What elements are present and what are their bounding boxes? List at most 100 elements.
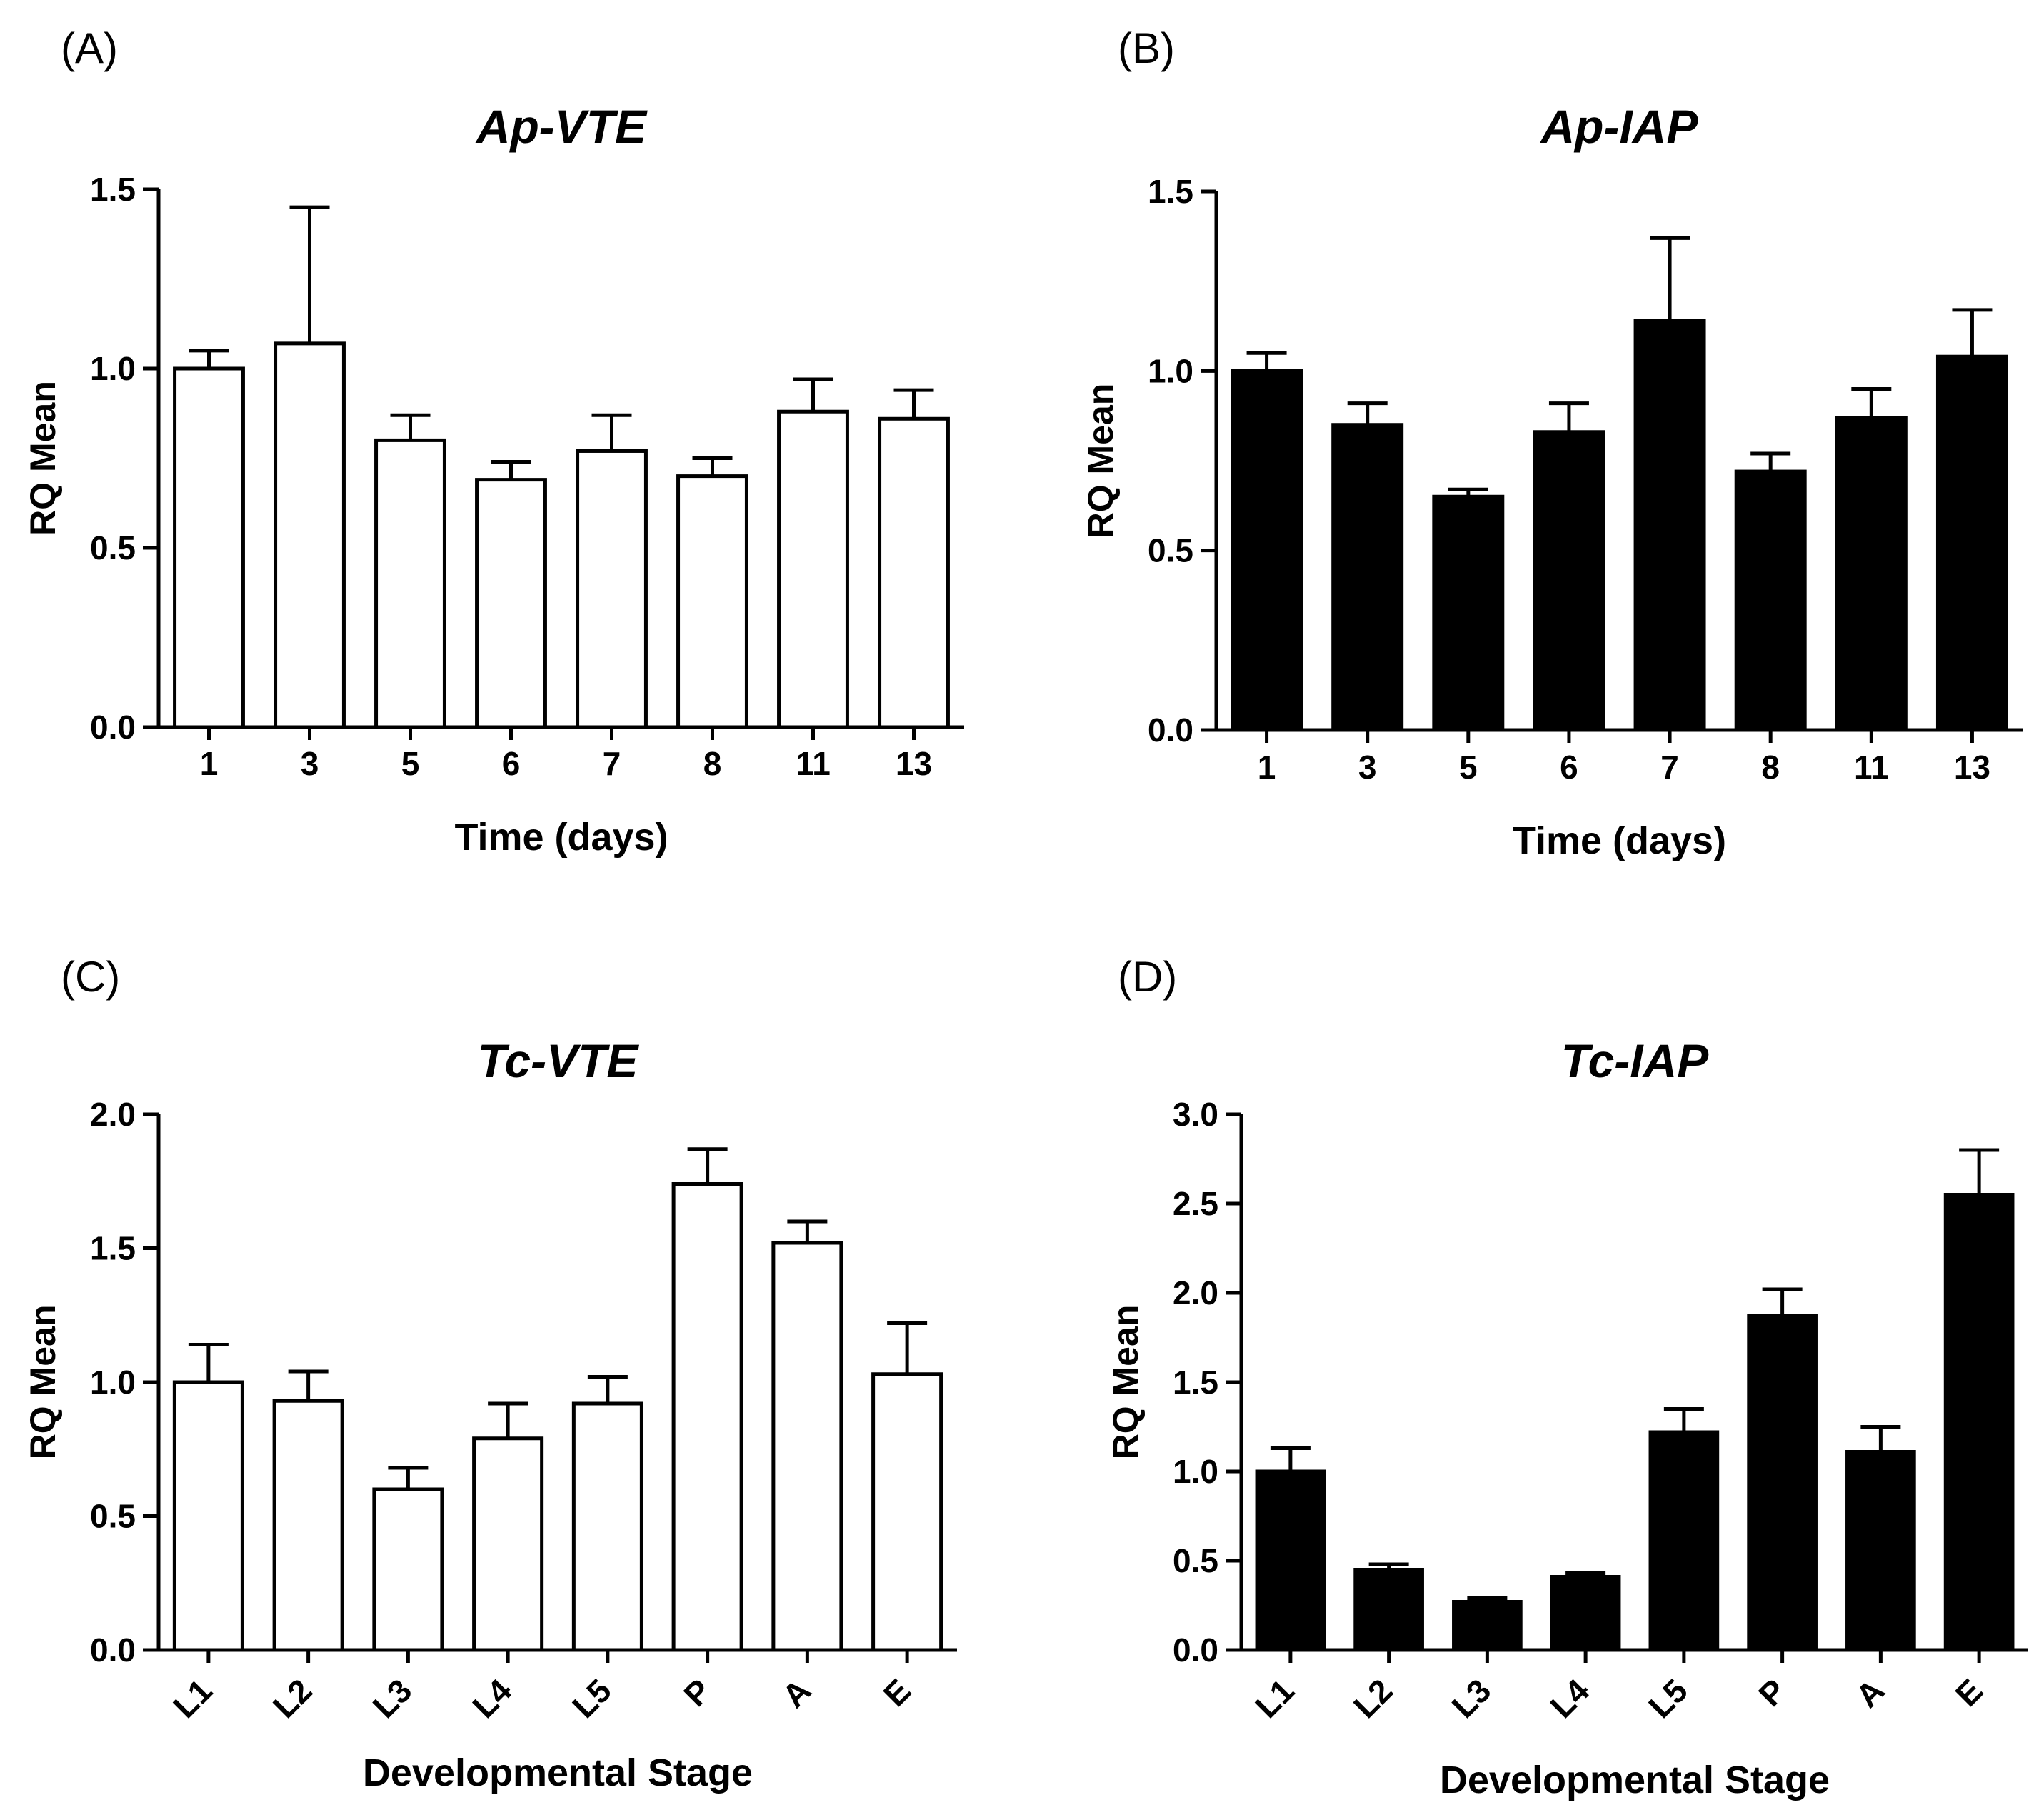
panel-label: (B) bbox=[1118, 24, 1175, 72]
y-axis-label: RQ Mean bbox=[23, 381, 63, 536]
bar bbox=[274, 341, 346, 729]
bar bbox=[172, 1380, 244, 1652]
x-tick-label: L1 bbox=[1248, 1671, 1301, 1725]
bar bbox=[871, 1372, 943, 1652]
y-tick-label: 2.5 bbox=[1173, 1185, 1218, 1222]
panel-label: (C) bbox=[61, 953, 120, 1001]
bar bbox=[1231, 369, 1303, 732]
bar bbox=[173, 366, 245, 729]
y-tick-label: 1.0 bbox=[90, 1364, 136, 1401]
x-tick-label: L5 bbox=[1641, 1671, 1695, 1725]
x-tick-label: 1 bbox=[1258, 749, 1276, 786]
chart-title: Tc-IAP bbox=[1561, 1034, 1710, 1087]
y-tick-label: 1.5 bbox=[90, 1230, 136, 1267]
bar bbox=[1935, 354, 2008, 732]
x-tick-label: 8 bbox=[1761, 749, 1780, 786]
x-tick-label: 7 bbox=[1660, 749, 1679, 786]
chart-title: Ap-IAP bbox=[1540, 100, 1699, 153]
y-tick-label: 1.0 bbox=[1173, 1453, 1218, 1490]
bar bbox=[272, 1399, 344, 1652]
x-tick-label: L2 bbox=[266, 1671, 319, 1725]
x-tick-label: 5 bbox=[401, 745, 420, 782]
y-tick-label: 1.5 bbox=[1173, 1364, 1218, 1401]
panel-d: (D) Tc-IAP 0.0 0.5 1.0 1.5 2.0 2.5 3.0 L1 L2 L3 L4 L5… bbox=[1106, 953, 2028, 1801]
bar bbox=[1747, 1314, 1818, 1652]
y-tick-label: 2.0 bbox=[90, 1096, 136, 1133]
x-tick-label: 13 bbox=[896, 745, 932, 782]
bar bbox=[1432, 494, 1505, 732]
bar bbox=[472, 1436, 544, 1652]
bar bbox=[372, 1487, 444, 1652]
x-tick-label: A bbox=[1848, 1671, 1891, 1714]
x-tick-label: L3 bbox=[1445, 1671, 1498, 1725]
bar bbox=[1845, 1450, 1916, 1652]
bar bbox=[878, 416, 950, 729]
bar bbox=[1734, 469, 1807, 732]
x-tick-label: L5 bbox=[565, 1671, 618, 1725]
bar bbox=[1353, 1568, 1424, 1652]
x-tick-label: L3 bbox=[366, 1671, 419, 1725]
bar bbox=[475, 478, 547, 729]
y-axis-label: RQ Mean bbox=[1106, 1305, 1146, 1460]
chart-title: Ap-VTE bbox=[475, 100, 648, 153]
bar bbox=[1533, 430, 1605, 732]
bar bbox=[1255, 1469, 1326, 1652]
y-tick-label: 0.5 bbox=[90, 1498, 136, 1535]
x-tick-label: A bbox=[775, 1671, 818, 1714]
x-tick-label: 13 bbox=[1954, 749, 1990, 786]
x-tick-label: L1 bbox=[166, 1671, 219, 1725]
y-tick-label: 1.5 bbox=[1148, 173, 1193, 210]
bar bbox=[1331, 423, 1404, 732]
x-tick-label: 11 bbox=[796, 745, 831, 782]
y-axis-label: RQ Mean bbox=[23, 1305, 63, 1460]
bar bbox=[571, 1401, 643, 1652]
y-tick-label: 0.0 bbox=[90, 709, 136, 746]
x-tick-label: L4 bbox=[465, 1671, 518, 1725]
y-tick-label: 2.0 bbox=[1173, 1274, 1218, 1311]
bar bbox=[1633, 319, 1706, 732]
x-tick-label: 5 bbox=[1459, 749, 1478, 786]
y-axis-label: RQ Mean bbox=[1081, 384, 1121, 539]
bar bbox=[576, 449, 648, 729]
y-tick-label: 0.5 bbox=[90, 529, 136, 566]
y-tick-label: 0.5 bbox=[1173, 1542, 1218, 1579]
x-tick-label: 6 bbox=[1560, 749, 1578, 786]
chart-title: Tc-VTE bbox=[478, 1034, 640, 1087]
x-tick-label: 3 bbox=[301, 745, 319, 782]
x-axis-label: Time (days) bbox=[454, 816, 668, 859]
x-axis-label: Time (days) bbox=[1513, 819, 1726, 862]
x-axis-label: Developmental Stage bbox=[1440, 1759, 1830, 1801]
x-tick-label: 1 bbox=[200, 745, 219, 782]
bar bbox=[671, 1182, 743, 1652]
x-tick-label: E bbox=[1948, 1671, 1990, 1713]
panel-label: (A) bbox=[61, 24, 118, 72]
bar bbox=[1943, 1193, 2015, 1652]
y-tick-label: 0.5 bbox=[1148, 532, 1193, 569]
y-tick-label: 1.0 bbox=[1148, 352, 1193, 389]
bar bbox=[1835, 416, 1908, 732]
panel-c: (C) Tc-VTE 0.0 0.5 1.0 1.5 2.0 L1 L2 L3 L4 L5 P A E Dev… bbox=[23, 953, 957, 1794]
bar bbox=[374, 438, 446, 729]
x-tick-label: P bbox=[676, 1671, 718, 1713]
y-tick-label: 3.0 bbox=[1173, 1096, 1218, 1133]
y-tick-label: 0.0 bbox=[90, 1631, 136, 1669]
y-tick-label: 1.0 bbox=[90, 350, 136, 387]
bar bbox=[676, 474, 748, 729]
x-tick-label: 7 bbox=[603, 745, 621, 782]
y-tick-label: 0.0 bbox=[1148, 711, 1193, 749]
x-tick-label: L4 bbox=[1543, 1671, 1596, 1725]
bar bbox=[1648, 1430, 1720, 1652]
x-tick-label: 6 bbox=[502, 745, 521, 782]
x-tick-label: 8 bbox=[703, 745, 722, 782]
bar bbox=[1550, 1575, 1621, 1652]
x-tick-label: E bbox=[876, 1671, 918, 1713]
panel-label: (D) bbox=[1118, 953, 1177, 1001]
x-tick-label: 11 bbox=[1854, 749, 1889, 786]
x-tick-label: L2 bbox=[1346, 1671, 1400, 1725]
bar bbox=[771, 1241, 843, 1652]
x-tick-label: 3 bbox=[1358, 749, 1377, 786]
x-axis-label: Developmental Stage bbox=[363, 1751, 753, 1794]
